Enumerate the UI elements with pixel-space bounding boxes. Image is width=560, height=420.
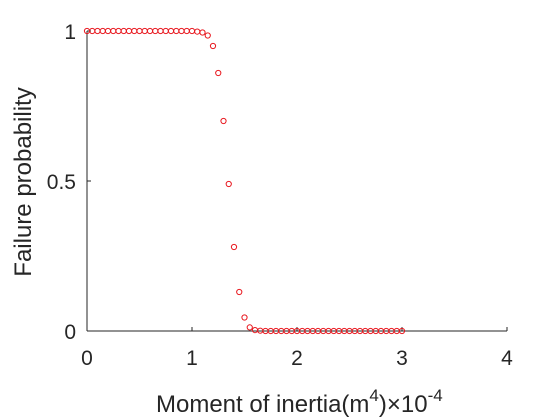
data-point-28 <box>230 243 238 251</box>
data-point-22 <box>199 29 206 36</box>
x-axis-label-main: Moment of inertia(m <box>156 391 369 418</box>
x-axis-label: Moment of inertia(m4)×10-4 <box>156 386 443 418</box>
x-axis-label-close: ) <box>379 391 387 418</box>
x-axis-multiplier-exponent: -4 <box>428 386 443 405</box>
x-axis-label-superscript: 4 <box>369 386 378 405</box>
data-point-29 <box>236 288 243 296</box>
x-tick-label-0: 0 <box>81 347 93 370</box>
data-point-24 <box>209 42 217 50</box>
data-point-31 <box>246 324 253 331</box>
y-axis-label: Failure probability <box>10 87 37 276</box>
data-point-30 <box>241 314 248 321</box>
data-point-26 <box>220 117 227 125</box>
x-tick-label-3: 3 <box>396 347 408 370</box>
data-point-25 <box>215 69 222 77</box>
data-point-60 <box>398 327 406 335</box>
data-point-27 <box>225 180 232 188</box>
y-tick-label-0: 0 <box>64 321 76 344</box>
data-point-23 <box>204 32 211 39</box>
x-tick-label-4: 4 <box>501 347 513 370</box>
tick-labels: 0 1 2 3 4 0 0.5 1 <box>47 21 513 370</box>
y-tick-label-1: 0.5 <box>47 171 76 194</box>
y-tick-label-2: 1 <box>64 21 76 44</box>
x-tick-label-2: 2 <box>291 347 303 370</box>
x-axis-multiplier-base: ×10 <box>387 391 428 418</box>
ticks <box>86 30 508 332</box>
data-markers <box>83 27 406 335</box>
x-tick-label-1: 1 <box>186 347 198 370</box>
